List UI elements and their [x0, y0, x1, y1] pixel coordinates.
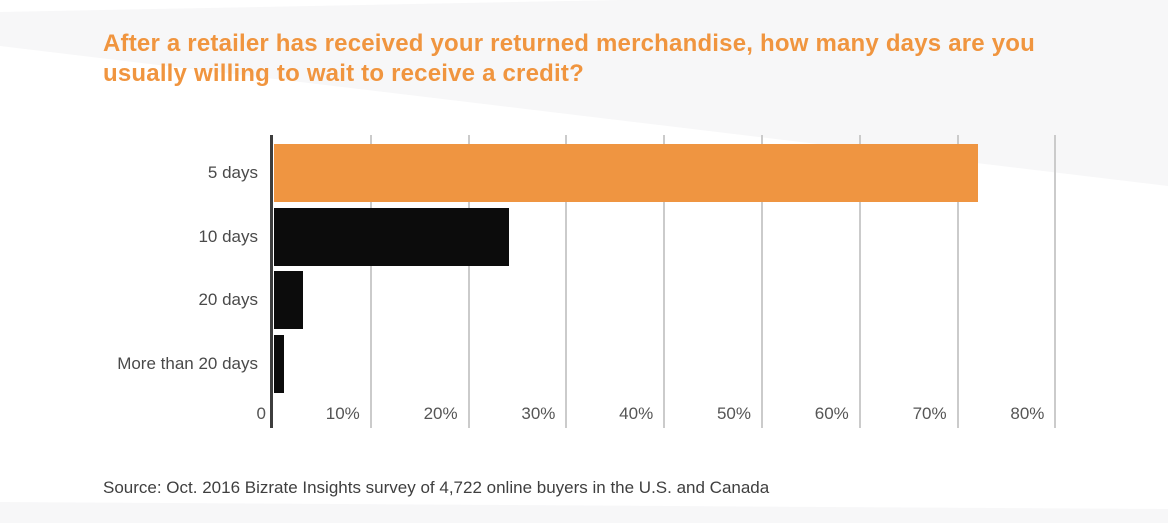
category-label: 5 days — [207, 163, 258, 182]
chart-title: After a retailer has received your retur… — [103, 29, 1093, 89]
gridline-80 — [1054, 135, 1057, 428]
category-label: More than 20 days — [117, 354, 258, 373]
gridline-40 — [663, 135, 666, 428]
x-tick-label-50: 50% — [716, 404, 751, 423]
source-note: Source: Oct. 2016 Bizrate Insights surve… — [103, 478, 770, 497]
x-tick-label-0: 0 — [256, 404, 266, 423]
x-tick-label-60: 60% — [814, 404, 849, 423]
bar-more-than-20-days — [274, 335, 284, 393]
background-topleft-sliver — [0, 0, 620, 12]
gridline-30 — [565, 135, 568, 428]
gridline-60 — [858, 135, 861, 428]
gridline-70 — [956, 135, 959, 428]
category-label: 20 days — [198, 290, 258, 309]
bar-10-days — [274, 208, 509, 266]
gridline-20 — [467, 135, 470, 428]
x-tick-label-70: 70% — [912, 404, 947, 423]
x-tick-label-80: 80% — [1010, 404, 1045, 423]
gridline-50 — [761, 135, 763, 428]
category-label: 10 days — [198, 227, 258, 246]
y-axis-line — [270, 135, 273, 428]
gridline-10 — [369, 135, 372, 428]
x-tick-label-10: 10% — [325, 404, 360, 423]
chart-title-line1: After a retailer has received your retur… — [103, 30, 1035, 57]
chart-title-line2: usually willing to wait to receive a cre… — [103, 60, 584, 87]
bar-5-days — [274, 144, 979, 202]
x-tick-label-30: 30% — [521, 404, 556, 423]
x-tick-label-20: 20% — [423, 404, 458, 423]
x-tick-label-40: 40% — [619, 404, 654, 423]
bar-20-days — [274, 271, 304, 329]
